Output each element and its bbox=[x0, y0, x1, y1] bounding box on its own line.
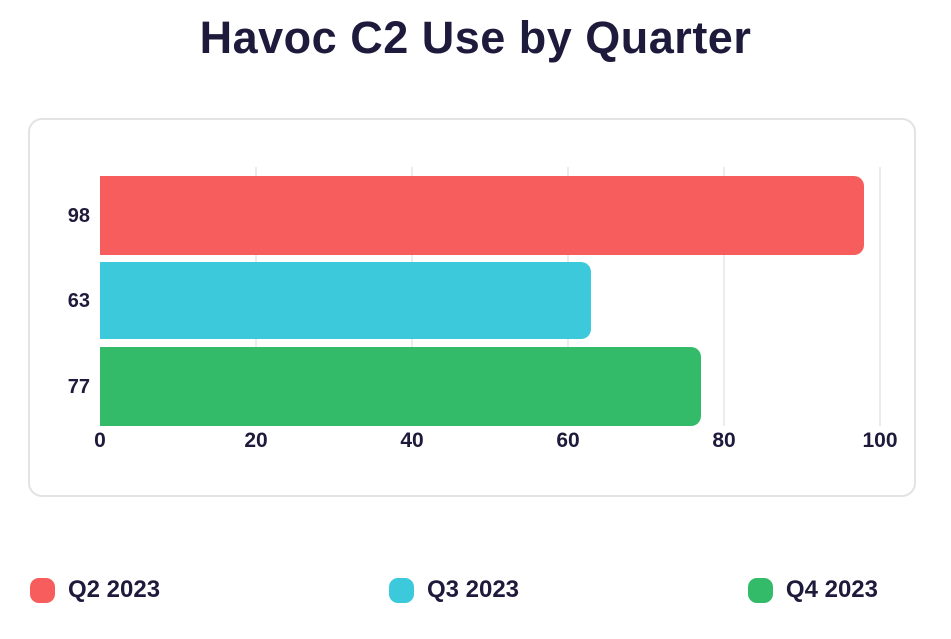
x-axis-tick-label: 20 bbox=[244, 429, 268, 452]
legend-swatch-icon bbox=[30, 577, 55, 603]
gridline bbox=[723, 167, 725, 426]
x-axis-tick-label: 100 bbox=[862, 429, 898, 452]
bar-q4-2023 bbox=[100, 347, 701, 426]
plot-area bbox=[100, 167, 881, 426]
legend-label: Q2 2023 bbox=[68, 576, 161, 603]
legend-item-q4-2023: Q4 2023 bbox=[747, 576, 878, 604]
legend-swatch-icon bbox=[388, 577, 414, 603]
legend-label: Q3 2023 bbox=[426, 576, 520, 603]
x-axis-tick-label: 80 bbox=[712, 429, 736, 452]
gridline bbox=[879, 167, 881, 426]
bar-q3-2023 bbox=[100, 262, 592, 339]
bar-q2-2023 bbox=[100, 176, 865, 255]
bar-value-label: 98 bbox=[67, 204, 90, 227]
x-axis-tick-label: 0 bbox=[94, 429, 106, 452]
legend-item-q3-2023: Q3 2023 bbox=[388, 576, 520, 604]
x-axis-tick-label: 60 bbox=[556, 429, 580, 452]
legend-item-q2-2023: Q2 2023 bbox=[30, 576, 160, 604]
bar-value-label: 63 bbox=[67, 289, 90, 312]
legend-label: Q4 2023 bbox=[785, 576, 878, 603]
legend-swatch-icon bbox=[747, 577, 773, 603]
chart-panel: 98 63 77 0 20 40 60 80 100 bbox=[28, 118, 916, 497]
x-axis-tick-label: 40 bbox=[400, 429, 424, 452]
bar-value-label: 77 bbox=[67, 375, 90, 398]
legend: Q2 2023 Q3 2023 Q4 2023 bbox=[0, 574, 951, 606]
chart-title: Havoc C2 Use by Quarter bbox=[199, 12, 752, 63]
